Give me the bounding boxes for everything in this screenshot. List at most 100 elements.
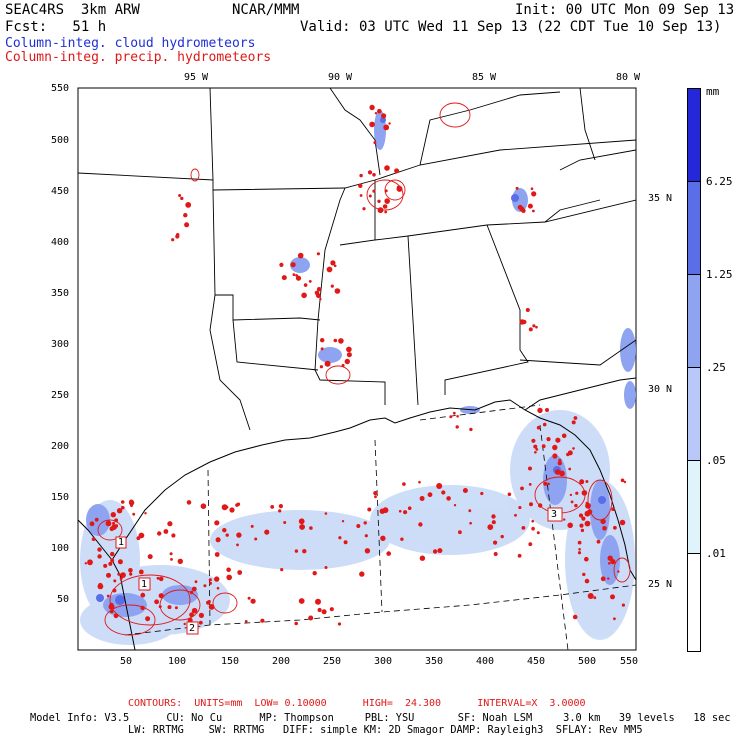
- colorbar-segment: [687, 460, 701, 553]
- precip-cell: [312, 571, 317, 576]
- precip-cell: [531, 191, 537, 197]
- precip-cell: [535, 325, 538, 329]
- precip-cell: [469, 427, 473, 432]
- precip-cell: [110, 609, 114, 614]
- precip-cell: [264, 529, 270, 535]
- org-label: NCAR/MMM: [232, 2, 300, 18]
- precip-cell: [552, 453, 558, 459]
- precip-cell: [157, 531, 162, 536]
- precip-cell: [324, 360, 331, 367]
- precip-cell: [554, 469, 561, 475]
- precip-cell: [388, 122, 391, 125]
- precip-cell: [541, 444, 546, 449]
- precip-cell: [518, 506, 522, 510]
- precip-cell: [620, 478, 625, 483]
- precip-cell: [528, 542, 533, 547]
- precip-cell: [183, 213, 188, 218]
- precip-cell: [178, 194, 182, 197]
- y-tick-label: 150: [51, 492, 70, 503]
- precip-cell: [580, 528, 585, 533]
- precip-cell: [208, 578, 212, 582]
- precip-cell: [250, 598, 256, 604]
- precip-cell: [607, 555, 613, 561]
- precip-cell: [364, 548, 371, 554]
- precip-cell: [167, 521, 173, 527]
- precip-cell: [87, 559, 93, 566]
- y-tick-label: 500: [51, 135, 70, 146]
- precip-cell: [222, 528, 227, 533]
- precip-cell: [299, 524, 305, 530]
- precip-cell: [545, 408, 549, 412]
- precip-cell: [320, 338, 325, 343]
- precip-cell: [535, 448, 539, 451]
- precip-cell: [324, 512, 328, 515]
- x-tick-label: 400: [476, 656, 495, 667]
- precip-cell: [140, 592, 146, 598]
- precip-cell: [528, 466, 532, 471]
- precip-cell: [567, 450, 573, 456]
- precip-cell: [491, 520, 496, 525]
- precip-cell: [116, 508, 123, 514]
- precip-cell: [209, 581, 212, 585]
- precip-cell: [319, 298, 322, 301]
- precip-cells: [84, 104, 627, 626]
- precip-cell: [569, 493, 573, 497]
- precip-cell: [283, 521, 287, 524]
- precip-cell: [577, 551, 582, 555]
- precip-cell: [619, 519, 626, 526]
- precip-cell: [298, 598, 305, 604]
- precip-cell: [117, 559, 123, 565]
- precip-cell: [419, 496, 425, 501]
- valid-time: Valid: 03 UTC Wed 11 Sep 13 (22 CDT Tue …: [300, 19, 722, 35]
- precip-cell: [446, 496, 451, 501]
- precip-cell: [570, 500, 574, 504]
- precip-cell: [571, 420, 576, 425]
- colorbar-segment: [687, 367, 701, 460]
- lon-label: 95 W: [184, 72, 209, 83]
- precip-cell: [517, 204, 523, 210]
- precip-cell: [384, 165, 390, 171]
- station-marker-1b: 1: [118, 537, 125, 548]
- precip-cell: [546, 437, 551, 442]
- precip-cell: [330, 260, 336, 266]
- precip-cell: [145, 616, 151, 622]
- precip-cell: [427, 492, 433, 498]
- precip-cell: [260, 618, 265, 623]
- precip-cell: [559, 470, 565, 477]
- colorbar-segment: [687, 553, 701, 652]
- precip-cell: [514, 513, 517, 517]
- precip-cell: [568, 467, 572, 471]
- precip-cell: [338, 338, 344, 344]
- precip-cell: [582, 572, 586, 577]
- precip-cell: [316, 252, 320, 256]
- precip-cell: [110, 512, 117, 518]
- precip-cell: [84, 562, 88, 565]
- precip-cell: [344, 358, 350, 365]
- precip-cell: [120, 572, 126, 578]
- precip-cell: [515, 186, 519, 190]
- precip-cell: [458, 530, 462, 535]
- lon-label: 80 W: [616, 72, 641, 83]
- precip-cell: [138, 532, 145, 539]
- precip-cell: [452, 411, 456, 415]
- precip-cell: [581, 490, 588, 496]
- precip-cell: [531, 519, 534, 523]
- precip-cell: [441, 490, 446, 495]
- precip-cell: [363, 521, 367, 525]
- precip-cell: [407, 506, 412, 511]
- precip-cell: [593, 596, 597, 600]
- precip-cell: [581, 516, 586, 521]
- precip-cell: [359, 173, 363, 178]
- precip-cell: [278, 509, 282, 513]
- precip-cell: [308, 615, 314, 621]
- precip-cell: [552, 444, 558, 451]
- precip-cell: [572, 614, 578, 620]
- precip-cell: [174, 606, 178, 610]
- precip-cell: [386, 551, 392, 556]
- precip-cell: [547, 482, 550, 486]
- precip-cell: [453, 504, 457, 507]
- precip-cell: [119, 577, 123, 580]
- precip-cell: [374, 112, 378, 115]
- precip-cell: [356, 524, 361, 528]
- precip-cell: [418, 522, 423, 527]
